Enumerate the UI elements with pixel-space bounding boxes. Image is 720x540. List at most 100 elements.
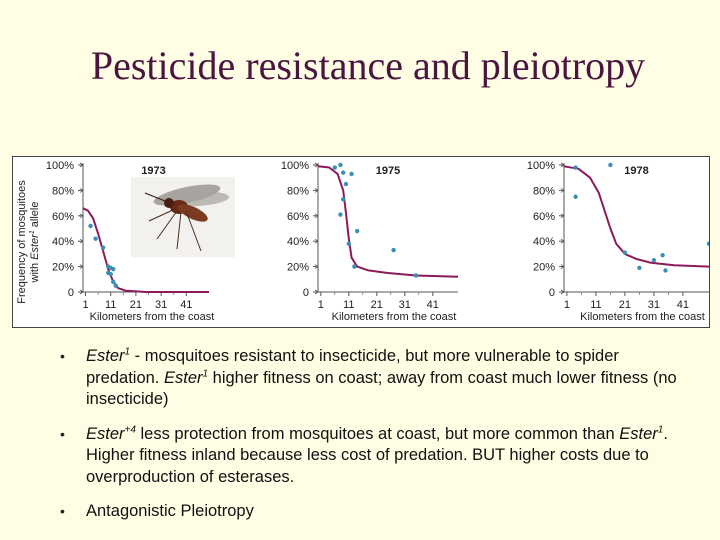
data-point — [111, 279, 116, 285]
data-point — [651, 258, 657, 263]
gene-name: Ester — [86, 424, 125, 443]
data-point — [706, 241, 709, 246]
y-tick-arrow — [79, 289, 84, 295]
x-tick-label: 41 — [677, 299, 689, 311]
y-tick-label: 40% — [287, 236, 309, 248]
x-axis-label: Kilometers from the coast — [580, 311, 705, 323]
allele-superscript: 1 — [657, 424, 664, 435]
data-point — [346, 241, 351, 246]
fitted-curve — [563, 165, 709, 268]
y-tick-arrow — [560, 162, 565, 168]
data-point — [663, 268, 668, 273]
bullet-text: less protection from mosquitoes at coast… — [135, 424, 620, 443]
data-point — [93, 236, 98, 241]
data-point — [660, 252, 665, 258]
y-tick-arrow — [314, 213, 319, 219]
data-point — [113, 283, 118, 288]
y-tick-arrow — [79, 264, 84, 269]
y-tick-label: 100% — [46, 160, 74, 172]
gene-name: Ester — [86, 347, 125, 365]
data-point — [332, 165, 337, 170]
y-tick-arrow — [560, 188, 565, 193]
x-tick-label: 11 — [590, 299, 601, 311]
x-tick-label: 11 — [343, 299, 354, 311]
mosquito-illustration — [131, 177, 235, 257]
y-tick-arrow — [560, 264, 565, 269]
fitted-curve — [317, 165, 459, 278]
x-tick-label: 21 — [130, 299, 142, 311]
y-tick-arrow — [79, 162, 84, 168]
y-tick-arrow — [79, 238, 84, 244]
y-tick-label: 40% — [52, 236, 74, 248]
y-tick-arrow — [560, 289, 565, 295]
chart-figure: Frequency of mosquitoes with Ester1 alle… — [12, 156, 710, 328]
x-tick-label: 21 — [371, 299, 383, 311]
data-point — [622, 250, 628, 255]
panel-year-label: 1973 — [141, 165, 165, 177]
data-point — [338, 212, 343, 217]
data-point — [355, 228, 360, 234]
data-point — [100, 245, 106, 250]
y-tick-arrow — [79, 188, 84, 193]
bullet-text: . Higher fitness inland because less cos… — [86, 424, 668, 486]
bullet-item-pleiotropy: Antagonistic Pleiotropy — [58, 501, 678, 523]
data-point — [608, 162, 613, 168]
x-tick-label: 31 — [648, 299, 660, 311]
bullet-text: Antagonistic Pleiotropy — [86, 502, 254, 520]
x-tick-label: 31 — [155, 299, 167, 311]
x-tick-label: 41 — [427, 299, 439, 311]
x-tick-label: 41 — [180, 299, 192, 311]
y-tick-label: 0 — [303, 287, 309, 299]
gene-name: Ester — [163, 368, 203, 387]
data-point — [111, 266, 116, 272]
y-tick-label: 100% — [527, 160, 555, 172]
charts-svg: Frequency of mosquitoes with Ester1 alle… — [16, 160, 709, 323]
y-tick-label: 20% — [533, 262, 555, 274]
y-tick-arrow — [314, 264, 319, 269]
y-tick-arrow — [314, 289, 319, 295]
allele-superscript: +4 — [124, 424, 136, 435]
data-point — [349, 171, 354, 177]
data-point — [341, 197, 346, 202]
data-point — [391, 247, 396, 253]
data-point — [413, 273, 419, 278]
bullet-item-ester4: Ester+4 less protection from mosquitoes … — [58, 424, 678, 489]
bullet-text: higher fitness on coast; away from coast… — [86, 368, 677, 409]
y-axis-label-line2: with Ester1 allele — [29, 202, 41, 284]
gene-name: Ester — [619, 424, 658, 443]
y-tick-arrow — [79, 213, 84, 219]
y-tick-label: 100% — [281, 160, 309, 172]
x-tick-label: 1 — [564, 299, 570, 311]
data-point — [352, 264, 357, 269]
bullet-list: Ester1 - mosquitoes resistant to insecti… — [58, 346, 678, 536]
x-tick-label: 1 — [318, 299, 324, 311]
bullet-text: - mosquitoes resistant to insecticide, b… — [86, 347, 619, 387]
y-tick-label: 80% — [52, 185, 74, 197]
y-tick-label: 60% — [287, 211, 309, 223]
fitted-curve — [82, 207, 209, 293]
y-tick-label: 60% — [533, 211, 555, 223]
x-axis-label: Kilometers from the coast — [332, 311, 457, 323]
data-point — [573, 165, 578, 170]
x-tick-label: 1 — [82, 299, 88, 311]
y-tick-label: 80% — [287, 185, 309, 197]
data-point — [338, 162, 343, 168]
bullet-item-ester1: Ester1 - mosquitoes resistant to insecti… — [58, 346, 678, 411]
y-tick-arrow — [560, 213, 565, 219]
y-tick-arrow — [314, 188, 319, 193]
x-axis-label: Kilometers from the coast — [90, 311, 215, 323]
y-tick-label: 0 — [68, 287, 74, 299]
y-axis-label-line1: Frequency of mosquitoes — [16, 180, 28, 304]
y-tick-label: 80% — [533, 185, 555, 197]
x-tick-label: 11 — [105, 299, 116, 311]
data-point — [341, 170, 346, 175]
data-point — [573, 194, 578, 199]
data-point — [343, 181, 349, 187]
allele-superscript: 1 — [124, 346, 131, 358]
allele-superscript: 1 — [202, 368, 209, 379]
y-tick-label: 0 — [549, 287, 555, 299]
y-tick-label: 20% — [52, 262, 74, 274]
